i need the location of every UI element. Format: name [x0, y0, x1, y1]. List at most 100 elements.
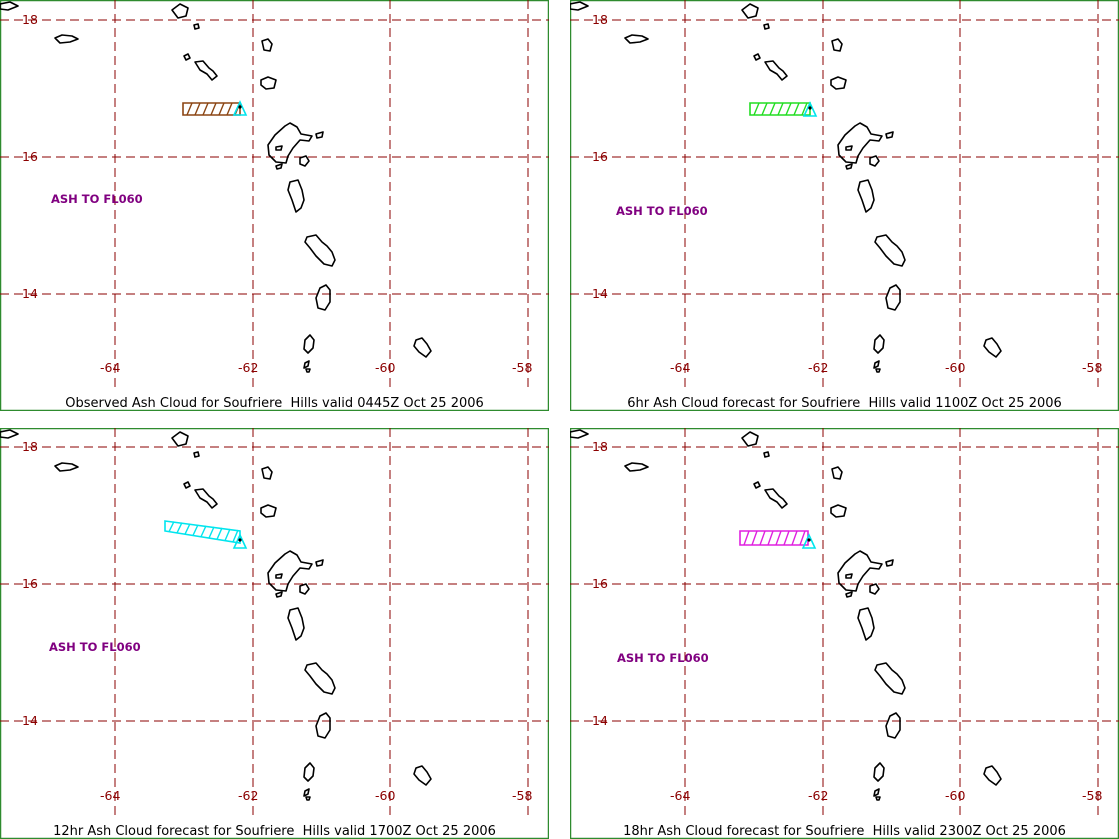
island-st-kitts: [194, 488, 218, 509]
island-barbados: [413, 337, 432, 358]
island-virgin-a: [171, 431, 189, 447]
island-st-kitts: [194, 60, 218, 81]
lon-label-64: -64: [100, 788, 121, 803]
lon-label-58: -58: [1082, 788, 1103, 803]
ash-cloud-hatch: [208, 526, 215, 539]
island-saba: [183, 481, 191, 489]
island-barbados: [983, 337, 1002, 358]
ash-cloud-hatch: [759, 530, 766, 546]
ash-cloud-hatch: [216, 527, 223, 540]
lat-label-18: 18: [592, 439, 608, 454]
lon-label-60: -60: [945, 360, 966, 375]
ash-cloud-hatch: [186, 102, 193, 116]
lat-label-18: 18: [22, 439, 38, 454]
ash-cloud-outline: [749, 102, 811, 116]
volcano-marker: [232, 100, 248, 116]
ash-cloud-hatch: [793, 102, 800, 116]
islet-b: [275, 573, 283, 579]
ash-cloud-hatch: [791, 530, 798, 546]
map-frame: [0, 0, 549, 411]
ash-cloud-hatch: [783, 530, 790, 546]
island-st-lucia: [315, 284, 331, 311]
island-marie-galante: [869, 155, 880, 167]
ash-altitude-label: ASH TO FL060: [49, 640, 141, 654]
lat-label-16: 16: [592, 576, 608, 591]
ash-cloud-hatch: [210, 102, 217, 116]
islet-b: [845, 573, 853, 579]
island-guadeloupe: [837, 122, 883, 164]
ash-altitude-label: ASH TO FL060: [617, 651, 709, 665]
lon-label-58: -58: [512, 360, 533, 375]
map-panel-observed: 18 16 14 -64 -62 -60 -58 ASH TO FL060 Ob…: [0, 0, 549, 411]
island-les-saintes: [275, 591, 283, 598]
ash-cloud-hatch: [767, 530, 774, 546]
volcano-vent: [238, 538, 242, 542]
panel-caption: 12hr Ash Cloud forecast for Soufriere Hi…: [53, 824, 496, 839]
ash-altitude-label: ASH TO FL060: [51, 192, 143, 206]
island-st-croix: [624, 34, 649, 44]
island-st-vincent: [873, 762, 885, 782]
panel-caption: Observed Ash Cloud for Soufriere Hills v…: [65, 396, 484, 411]
lat-label-14: 14: [592, 286, 608, 301]
lat-label-16: 16: [22, 576, 38, 591]
island-virgin-b: [193, 23, 200, 30]
island-st-croix: [54, 462, 79, 472]
ash-cloud-hatch: [194, 102, 201, 116]
island-barbuda: [260, 504, 277, 518]
coastlines: [0, 429, 432, 801]
lon-label-62: -62: [808, 360, 829, 375]
island-st-lucia: [885, 712, 901, 739]
ash-cloud-hatch: [775, 530, 782, 546]
volcano-marker: [801, 533, 817, 549]
island-barbados: [413, 765, 432, 786]
island-barbados: [983, 765, 1002, 786]
island-st-lucia: [885, 284, 901, 311]
lon-label-60: -60: [375, 360, 396, 375]
island-puerto-rico-east: [570, 429, 589, 439]
island-grenadines: [303, 360, 310, 369]
lon-label-64: -64: [100, 360, 121, 375]
ash-cloud-hatch: [226, 102, 233, 116]
lat-label-16: 16: [592, 149, 608, 164]
islet-a: [875, 368, 881, 373]
ash-cloud-hatch: [751, 530, 758, 546]
volcano-marker: [232, 533, 248, 549]
island-guadeloupe: [837, 550, 883, 592]
lat-label-14: 14: [22, 286, 38, 301]
island-antigua: [831, 38, 843, 52]
island-virgin-a: [171, 3, 189, 19]
islet-a: [305, 368, 311, 373]
island-st-kitts: [764, 488, 788, 509]
island-grenadines: [303, 788, 310, 797]
island-marie-galante: [869, 583, 880, 595]
ash-cloud-hatch: [753, 102, 760, 116]
ash-cloud-outline: [164, 520, 241, 544]
ash-cloud-hatch: [200, 525, 207, 538]
island-martinique: [874, 234, 906, 267]
island-st-vincent: [303, 762, 315, 782]
lon-label-60: -60: [375, 788, 396, 803]
island-dominica: [857, 607, 875, 641]
island-virgin-b: [763, 23, 770, 30]
island-marie-galante: [299, 155, 310, 167]
lon-label-60: -60: [945, 788, 966, 803]
island-barbuda: [830, 76, 847, 90]
island-virgin-b: [193, 451, 200, 458]
map-frame: [0, 428, 549, 839]
lon-label-64: -64: [670, 788, 691, 803]
island-martinique: [304, 662, 336, 695]
island-antigua: [261, 38, 273, 52]
island-virgin-a: [741, 431, 759, 447]
island-desirade: [885, 559, 894, 567]
island-saba: [753, 53, 761, 61]
map-canvas: [570, 428, 1119, 839]
island-puerto-rico-east: [0, 1, 19, 11]
island-dominica: [287, 179, 305, 213]
volcano-marker: [802, 101, 818, 117]
island-desirade: [315, 131, 324, 139]
ash-cloud-hatch: [232, 529, 239, 543]
island-puerto-rico-east: [570, 1, 589, 11]
island-guadeloupe: [267, 550, 313, 592]
island-st-croix: [624, 462, 649, 472]
ash-cloud-hatch: [769, 102, 776, 116]
